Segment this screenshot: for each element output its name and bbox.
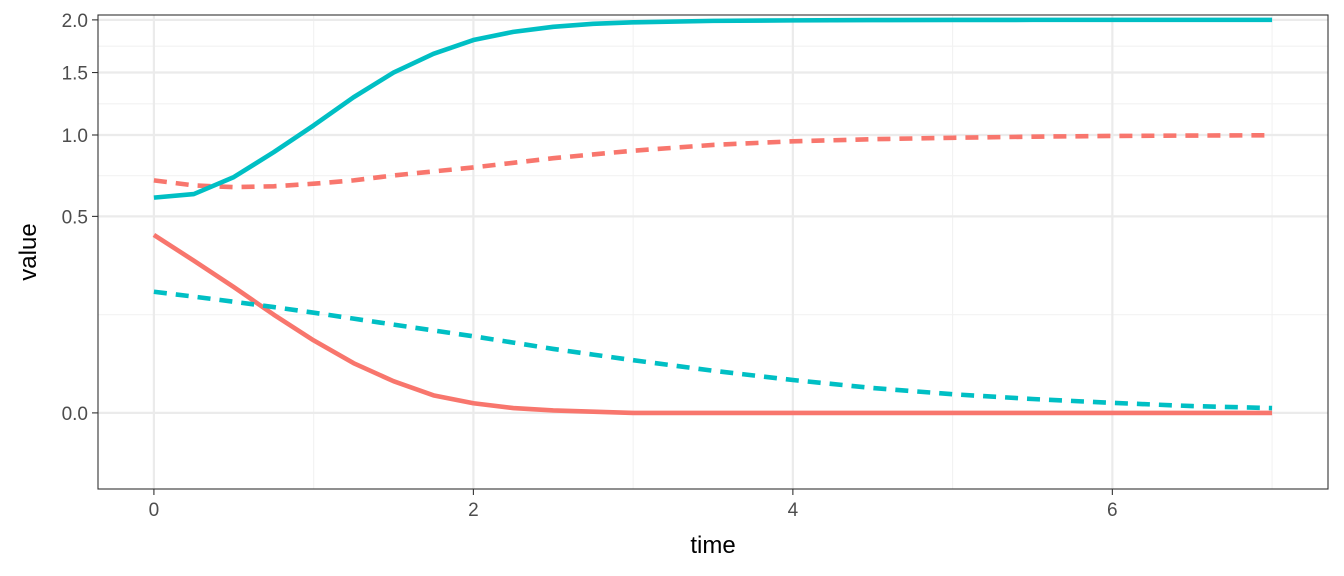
plot-border bbox=[97, 14, 1329, 490]
series-line-3-solid bbox=[152, 233, 1273, 416]
y-tick-label: 1.0 bbox=[62, 126, 88, 147]
x-axis-title: time bbox=[690, 532, 735, 559]
x-tick-label: 2 bbox=[468, 500, 479, 521]
series-line-2-solid bbox=[153, 17, 1273, 200]
y-tick-label: 0.5 bbox=[62, 207, 88, 228]
axis-ticks bbox=[92, 19, 1113, 495]
series-line-4-dashed bbox=[153, 289, 1273, 411]
x-tick-label: 4 bbox=[788, 500, 799, 521]
plot-background bbox=[98, 15, 1328, 489]
x-tick-label: 0 bbox=[149, 500, 160, 521]
y-tick-label: 2.0 bbox=[62, 11, 88, 32]
x-tick-label: 6 bbox=[1107, 500, 1118, 521]
y-tick-labels: 0.0 0.5 1.0 1.5 2.0 bbox=[62, 11, 88, 425]
series-line-1-dashed bbox=[153, 132, 1273, 190]
y-tick-label: 1.5 bbox=[62, 64, 88, 85]
x-tick-labels: 0 2 4 6 bbox=[149, 500, 1118, 521]
minor-grid bbox=[98, 15, 1328, 489]
series-lines bbox=[152, 17, 1273, 416]
y-axis-title: value bbox=[15, 223, 42, 280]
y-tick-label: 0.0 bbox=[62, 404, 88, 425]
